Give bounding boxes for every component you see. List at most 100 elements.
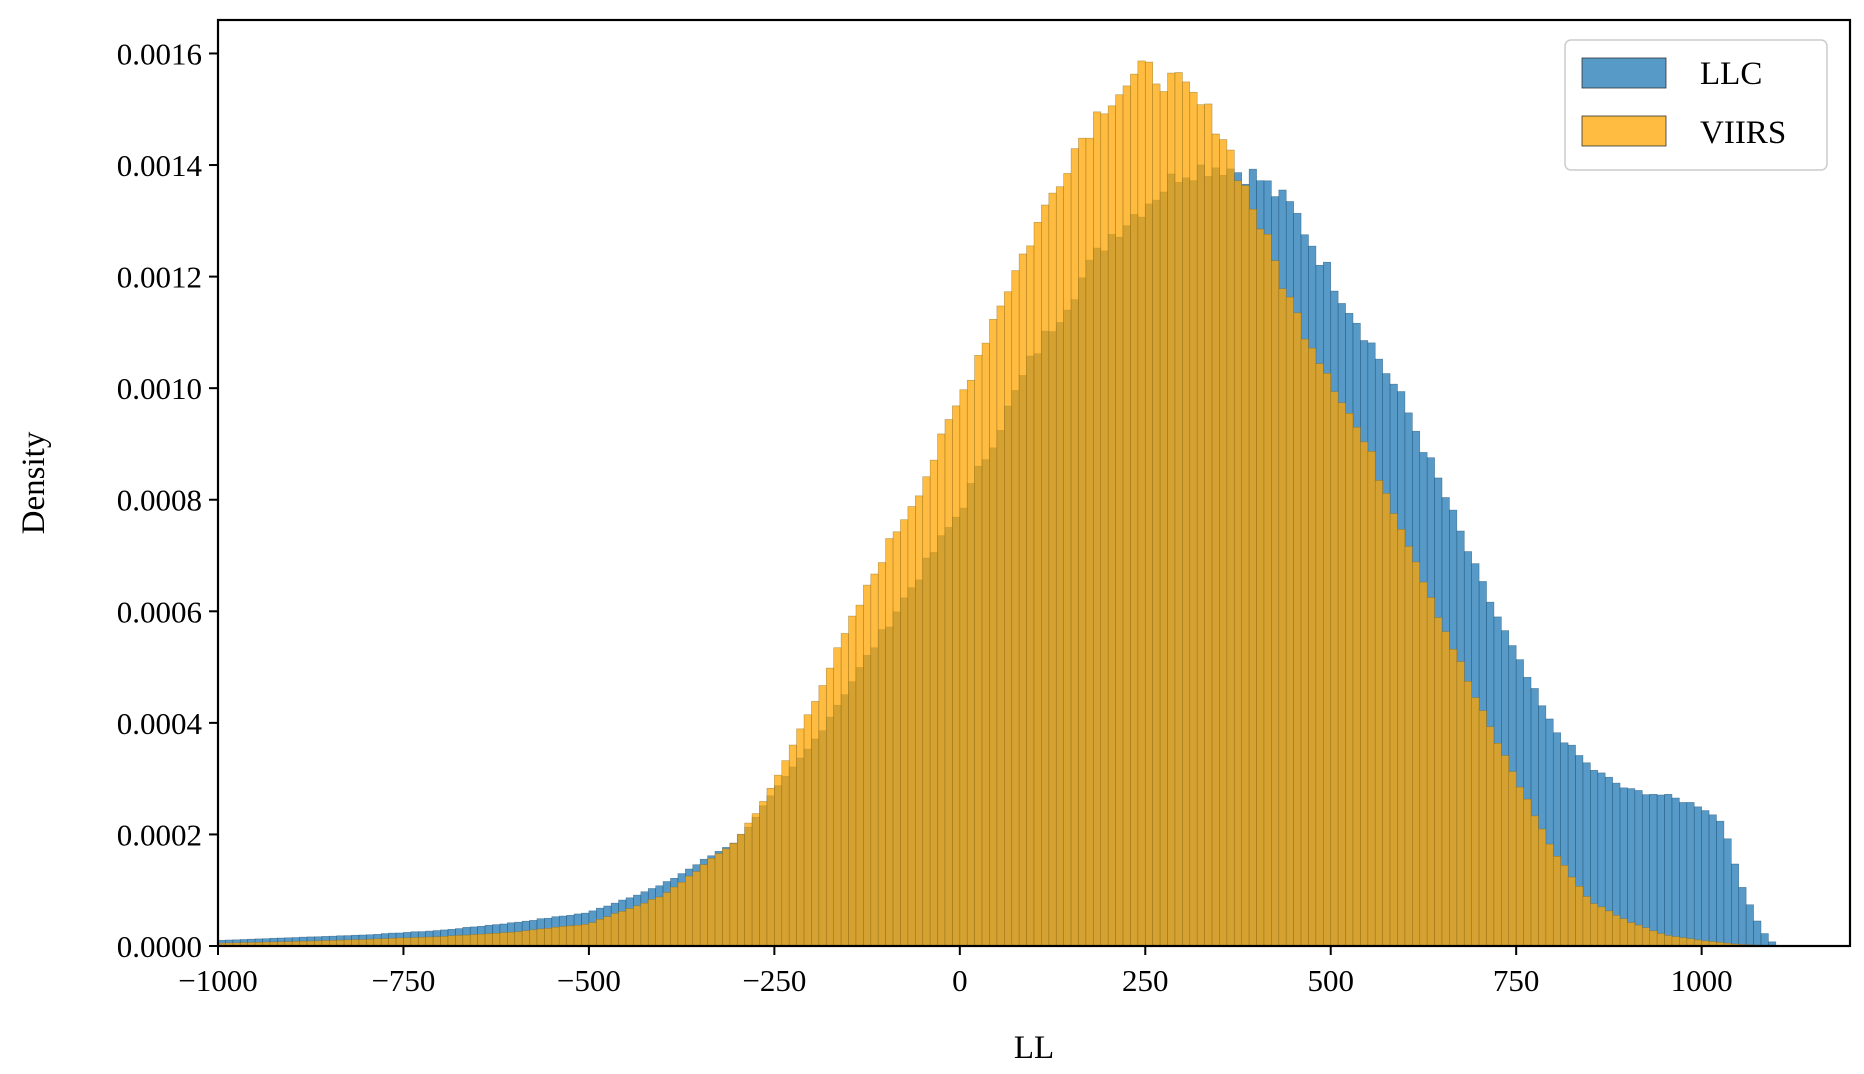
bar-llc <box>1649 794 1658 947</box>
bar-viirs <box>1122 85 1131 947</box>
bar-viirs <box>1397 529 1406 947</box>
bar-viirs <box>1070 148 1079 947</box>
bar-llc <box>1641 794 1651 947</box>
bar-viirs <box>1048 192 1057 947</box>
bar-viirs <box>640 902 649 947</box>
bar-llc <box>1671 797 1680 947</box>
bar-viirs <box>922 476 931 947</box>
bar-viirs <box>647 899 656 947</box>
bar-viirs <box>692 871 701 947</box>
bar-viirs <box>1434 617 1443 947</box>
bar-viirs <box>1041 204 1050 947</box>
bar-viirs <box>484 933 493 947</box>
bar-viirs <box>825 667 835 947</box>
bar-viirs <box>1100 113 1109 947</box>
legend-swatch-viirs <box>1581 115 1667 147</box>
bar-viirs <box>1412 561 1421 947</box>
bar-viirs <box>1182 81 1191 947</box>
bar-viirs <box>1204 103 1213 947</box>
bar-llc <box>1760 933 1769 947</box>
series-viirs <box>217 60 1777 947</box>
bar-viirs <box>900 519 909 947</box>
bar-viirs <box>1523 798 1532 947</box>
bar-viirs <box>1152 83 1161 947</box>
bar-viirs <box>499 932 508 947</box>
y-axis-label: Density <box>16 431 52 534</box>
y-axis-ticks: 0.0000 0.0002 0.0004 0.0006 0.0008 0.0010 0.00… <box>117 36 218 964</box>
bar-viirs <box>1367 451 1376 947</box>
bar-viirs <box>425 936 434 947</box>
bar-viirs <box>1478 710 1487 947</box>
x-tick-label: 0 <box>952 963 968 998</box>
bar-viirs <box>1115 94 1124 947</box>
bar-viirs <box>410 937 419 947</box>
bar-viirs <box>937 433 946 947</box>
bar-viirs <box>581 923 590 947</box>
bar-viirs <box>1530 815 1539 947</box>
bar-viirs <box>1189 91 1198 947</box>
bar-viirs <box>1337 402 1346 947</box>
x-tick-label: −750 <box>371 963 435 998</box>
bar-viirs <box>1389 513 1398 947</box>
bar-viirs <box>1271 260 1280 947</box>
bar-viirs <box>774 774 783 947</box>
y-tick-label: 0.0006 <box>117 594 202 629</box>
bar-viirs <box>1634 924 1643 947</box>
axes-frame <box>216 18 1852 948</box>
x-tick-label: 250 <box>1122 963 1169 998</box>
bar-viirs <box>714 853 723 947</box>
bar-viirs <box>907 506 916 947</box>
bar-viirs <box>1656 933 1665 947</box>
bar-viirs <box>1063 173 1072 947</box>
bar-viirs <box>1374 480 1383 947</box>
bar-viirs <box>1501 755 1510 947</box>
bar-viirs <box>1107 105 1116 947</box>
bar-llc <box>1731 863 1740 947</box>
bar-viirs <box>1315 363 1324 947</box>
bar-viirs <box>1300 338 1309 947</box>
bar-viirs <box>1456 661 1465 947</box>
bar-llc <box>1738 887 1747 947</box>
bar-viirs <box>1627 922 1636 947</box>
bar-viirs <box>929 459 938 947</box>
bar-llc <box>1723 838 1732 947</box>
y-tick-label: 0.0016 <box>117 36 202 71</box>
bar-viirs <box>1241 185 1250 947</box>
bar-viirs <box>1382 493 1391 947</box>
bar-viirs <box>1159 91 1168 947</box>
bar-viirs <box>462 934 471 947</box>
bar-viirs <box>1538 828 1547 947</box>
bar-viirs <box>1352 426 1361 947</box>
bar-viirs <box>974 355 983 947</box>
bar-viirs <box>1449 648 1458 947</box>
bar-viirs <box>1323 373 1332 947</box>
bar-viirs <box>996 305 1005 947</box>
bar-viirs <box>588 922 597 947</box>
bar-viirs <box>1486 726 1495 947</box>
bar-viirs <box>1278 288 1287 947</box>
bar-viirs <box>788 744 797 947</box>
x-tick-label: 750 <box>1493 963 1540 998</box>
bar-viirs <box>1085 137 1094 947</box>
bar-viirs <box>1137 60 1146 947</box>
bar-viirs <box>521 930 530 947</box>
x-tick-label: 1000 <box>1671 963 1733 998</box>
bar-viirs <box>529 929 538 947</box>
bar-viirs <box>551 926 560 947</box>
bar-viirs <box>729 843 738 947</box>
bar-viirs <box>507 931 516 947</box>
bar-viirs <box>1679 937 1688 947</box>
bar-viirs <box>1004 291 1013 947</box>
bar-viirs <box>388 938 397 947</box>
bar-viirs <box>655 896 664 947</box>
bar-viirs <box>1612 915 1621 947</box>
bar-viirs <box>662 892 671 947</box>
bar-llc <box>1656 794 1665 947</box>
bar-viirs <box>685 875 694 947</box>
bar-viirs <box>1167 72 1176 947</box>
bar-viirs <box>469 934 478 947</box>
bar-viirs <box>596 919 605 947</box>
bar-viirs <box>1575 886 1584 947</box>
bar-viirs <box>1330 391 1339 947</box>
